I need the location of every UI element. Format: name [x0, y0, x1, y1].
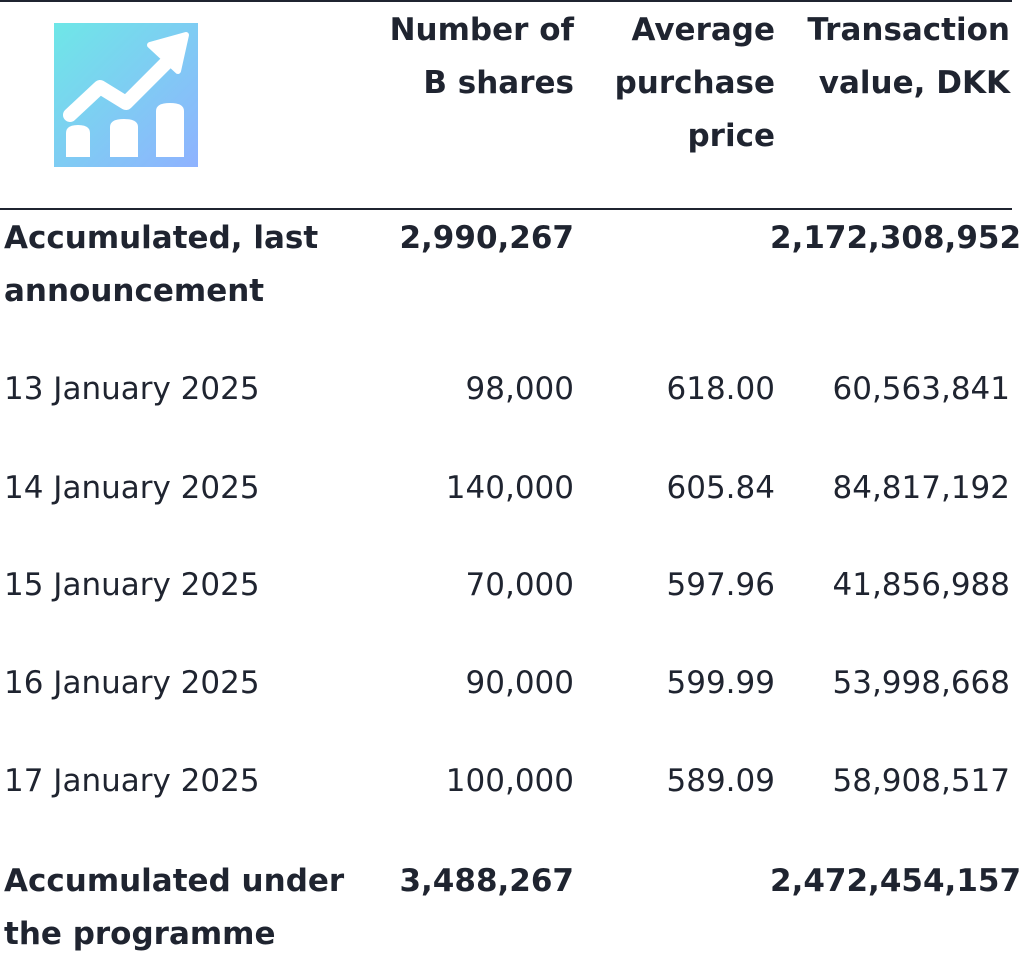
- row-4-value: 53,998,668: [832, 665, 1011, 701]
- row-5-shares: 100,000: [445, 763, 574, 799]
- row-1-date: 13 January 2025: [4, 371, 260, 407]
- row-0-shares: 2,990,267: [399, 220, 574, 256]
- row-1-value: 60,563,841: [832, 371, 1011, 407]
- row-5-value: 58,908,517: [832, 763, 1011, 799]
- header-col3-line1: Transaction: [807, 12, 1010, 48]
- header-col2-line2: purchase: [614, 65, 775, 101]
- row-6-value: 2,472,454,157: [770, 863, 1021, 899]
- header-col3-line2: value, DKK: [818, 65, 1010, 101]
- row-6-shares: 3,488,267: [399, 863, 574, 899]
- row-3-value: 41,856,988: [832, 567, 1011, 603]
- row-5-price: 589.09: [666, 763, 775, 799]
- header-col1-line2: B shares: [423, 65, 574, 101]
- row-4-price: 599.99: [666, 665, 775, 701]
- row-1-price: 618.00: [666, 371, 775, 407]
- row-2-shares: 140,000: [445, 470, 574, 506]
- row-5-date: 17 January 2025: [4, 763, 260, 799]
- header-number-of-b-shares: Number of B shares: [374, 4, 574, 110]
- row-3-date: 15 January 2025: [4, 567, 260, 603]
- header-average-purchase-price: Average purchase price: [575, 4, 775, 163]
- rising-chart-icon: [54, 23, 198, 167]
- row-4-shares: 90,000: [465, 665, 574, 701]
- header-col1-line1: Number of: [389, 12, 574, 48]
- row-3-price: 597.96: [666, 567, 775, 603]
- row-2-value: 84,817,192: [832, 470, 1011, 506]
- row-0-label-line2: announcement: [4, 273, 265, 309]
- row-0-label-line1: Accumulated, last: [4, 220, 319, 256]
- row-0-value: 2,172,308,952: [770, 220, 1021, 256]
- row-2-price: 605.84: [666, 470, 775, 506]
- header-transaction-value: Transaction value, DKK: [770, 4, 1010, 110]
- row-4-date: 16 January 2025: [4, 665, 260, 701]
- row-6-label-line1: Accumulated under: [4, 863, 345, 899]
- header-col2-line3: price: [687, 118, 775, 154]
- row-2-date: 14 January 2025: [4, 470, 260, 506]
- row-3-shares: 70,000: [465, 567, 574, 603]
- top-rule: [0, 0, 1012, 2]
- row-6-label-line2: the programme: [4, 916, 276, 952]
- row-label-accumulated-programme: Accumulated under the programme: [4, 855, 364, 961]
- row-label-accumulated-last: Accumulated, last announcement: [4, 212, 364, 318]
- row-1-shares: 98,000: [465, 371, 574, 407]
- header-rule: [0, 208, 1012, 210]
- header-col2-line1: Average: [631, 12, 775, 48]
